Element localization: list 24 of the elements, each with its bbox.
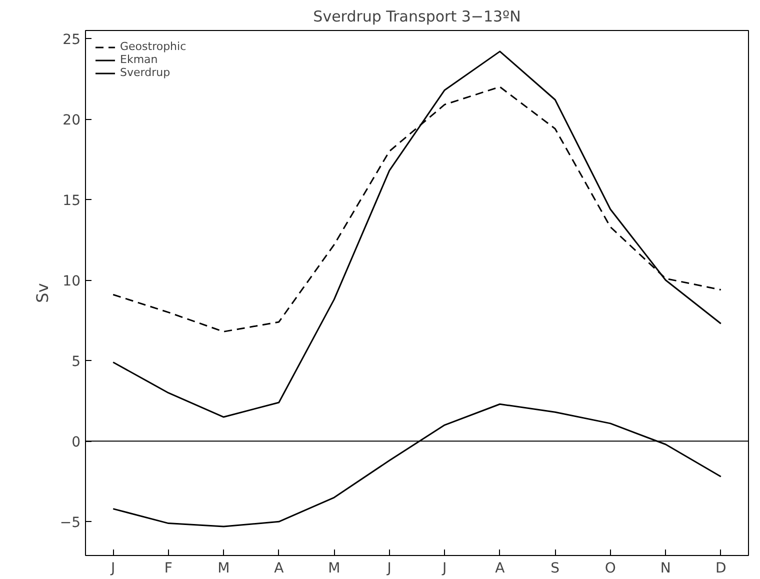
legend-label: Ekman — [120, 53, 158, 66]
y-tick-label: −5 — [60, 515, 81, 532]
x-tick-label: D — [715, 560, 726, 576]
legend-label: Geostrophic — [120, 40, 186, 53]
x-tick-label: M — [328, 560, 340, 576]
y-tick-label: 25 — [62, 32, 81, 48]
x-tick-label: J — [386, 560, 392, 576]
x-tick-label: S — [550, 560, 560, 576]
x-tick-label: N — [660, 560, 671, 576]
y-tick-label: 20 — [62, 112, 81, 129]
x-tick-label: A — [274, 560, 284, 576]
y-axis-title: Sv — [32, 283, 52, 303]
x-tick-label: A — [495, 560, 506, 576]
x-tick-label: J — [110, 560, 116, 576]
y-tick-label: 15 — [62, 193, 81, 210]
y-tick-label: 5 — [72, 354, 81, 370]
y-tick-label: 10 — [62, 274, 81, 290]
x-tick-label: J — [442, 560, 447, 576]
x-tick-label: O — [604, 560, 616, 576]
y-tick-label: 0 — [72, 434, 81, 451]
legend-label: Sverdrup — [120, 66, 170, 79]
x-tick-label: F — [164, 560, 172, 576]
chart-title: Sverdrup Transport 3−13ºN — [313, 8, 521, 26]
x-tick-label: M — [218, 560, 230, 576]
